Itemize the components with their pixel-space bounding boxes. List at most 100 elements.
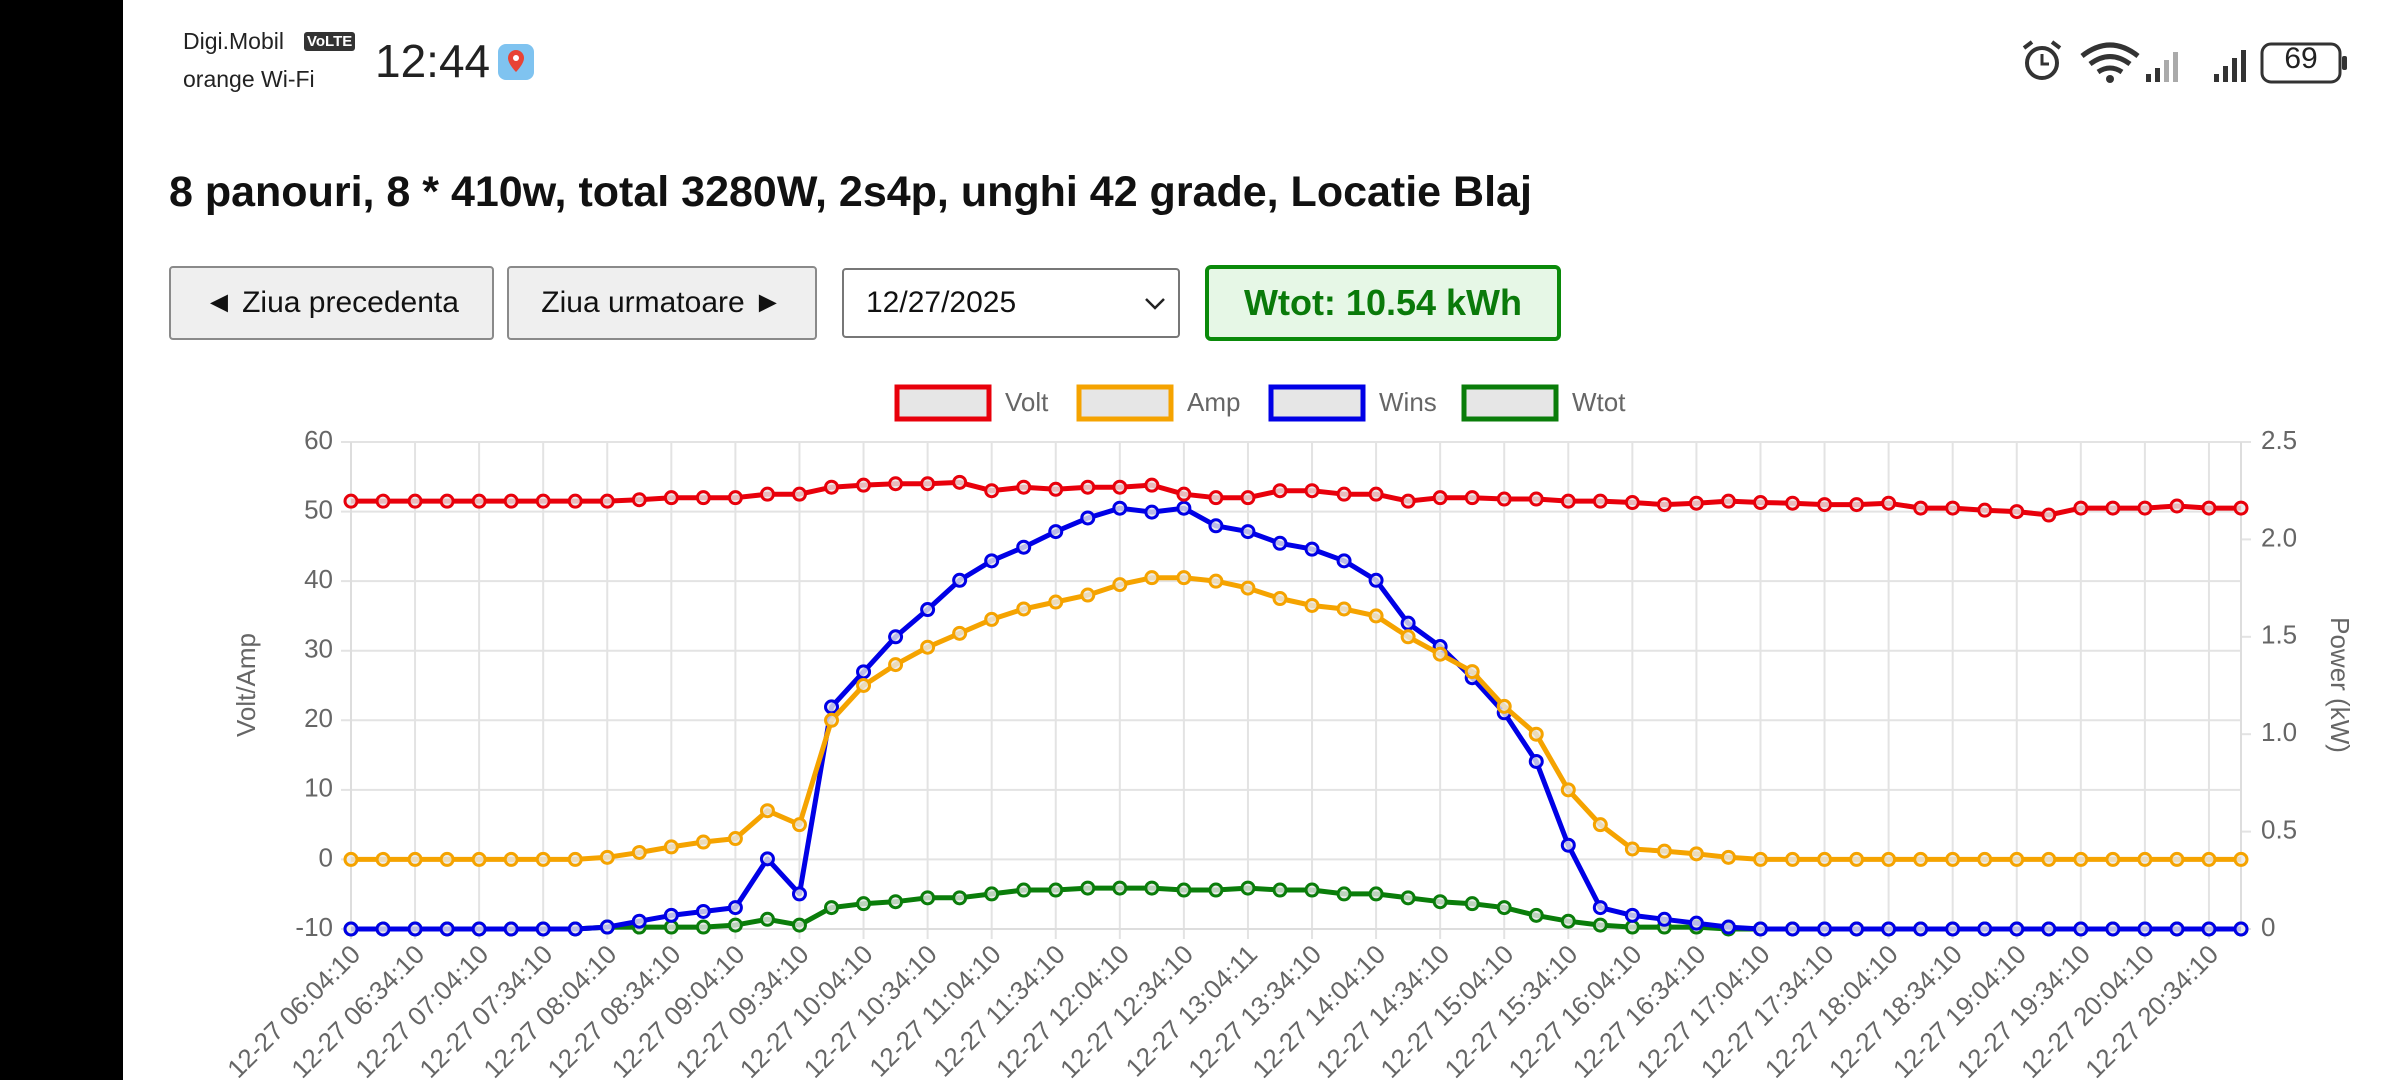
data-point <box>1112 880 1128 896</box>
data-point <box>695 490 711 506</box>
data-point <box>1528 907 1544 923</box>
data-point <box>1592 917 1608 933</box>
data-point <box>439 493 455 509</box>
data-point <box>1464 490 1480 506</box>
data-point <box>824 712 840 728</box>
series-line <box>351 575 2241 862</box>
data-point <box>2073 851 2089 867</box>
data-point <box>1144 477 1160 493</box>
y-tick-label: 60 <box>304 425 333 455</box>
data-point <box>343 493 359 509</box>
data-point <box>1688 846 1704 862</box>
data-point <box>856 678 872 693</box>
data-point <box>1016 882 1032 898</box>
data-point <box>1560 913 1576 929</box>
data-point <box>2169 851 2185 867</box>
data-point <box>1945 851 1961 867</box>
data-point <box>984 553 1000 569</box>
data-point <box>1400 629 1416 645</box>
data-point <box>1528 753 1544 769</box>
data-point <box>2009 851 2025 867</box>
next-day-button[interactable]: Ziua urmatoare ► <box>507 266 817 340</box>
data-point <box>824 699 840 715</box>
data-point <box>1624 907 1640 923</box>
data-point <box>1080 510 1096 526</box>
data-point <box>599 919 615 935</box>
data-point <box>535 493 551 509</box>
data-point <box>1336 601 1352 617</box>
data-point <box>888 894 904 910</box>
data-point <box>759 803 775 819</box>
data-point <box>1176 882 1192 898</box>
data-point <box>2169 921 2185 937</box>
data-point <box>1656 911 1672 927</box>
data-point <box>1592 493 1608 509</box>
data-point <box>1240 524 1256 540</box>
data-point <box>1528 491 1544 507</box>
data-point <box>1304 882 1320 898</box>
data-point <box>952 474 968 490</box>
data-point <box>727 831 743 847</box>
data-point <box>1977 921 1993 937</box>
date-select[interactable]: 12/27/2025 <box>842 268 1180 338</box>
page-title: 8 panouri, 8 * 410w, total 3280W, 2s4p, … <box>169 168 1532 216</box>
data-point <box>1400 615 1416 631</box>
data-point <box>407 493 423 509</box>
y-axis-title: Volt/Amp <box>231 633 261 737</box>
data-point <box>1560 837 1576 853</box>
data-point <box>1752 851 1768 867</box>
data-point <box>1208 573 1224 589</box>
data-point <box>2233 921 2249 937</box>
data-point <box>920 602 936 618</box>
data-point <box>1977 502 1993 518</box>
data-point <box>856 477 872 493</box>
data-point <box>952 890 968 906</box>
data-point <box>1336 553 1352 569</box>
data-point <box>2137 851 2153 867</box>
data-point <box>1945 500 1961 516</box>
data-point <box>791 817 807 833</box>
data-point <box>1785 921 1801 937</box>
y-tick-label: 30 <box>304 634 333 664</box>
data-point <box>2073 921 2089 937</box>
data-point <box>1817 497 1833 513</box>
data-point <box>407 851 423 867</box>
data-point <box>1817 921 1833 937</box>
data-point <box>1464 664 1480 680</box>
data-point <box>1592 900 1608 916</box>
data-point <box>1752 921 1768 937</box>
carrier: orange Wi-Fi <box>183 66 315 92</box>
data-point <box>1176 500 1192 516</box>
data-point <box>1048 524 1064 540</box>
data-point <box>2201 921 2217 937</box>
data-point <box>2041 507 2057 523</box>
data-point <box>920 476 936 492</box>
legend-label: Wins <box>1379 387 1437 417</box>
data-point <box>1368 608 1384 624</box>
data-point <box>920 890 936 906</box>
data-point <box>567 921 583 937</box>
data-point <box>824 900 840 916</box>
clock: 12:44 <box>375 35 491 87</box>
data-point <box>1208 490 1224 506</box>
prev-day-button[interactable]: ◄ Ziua precedenta <box>169 266 494 340</box>
series-line <box>351 505 2241 932</box>
date-value: 12/27/2025 <box>866 286 1017 319</box>
y-tick-label: 40 <box>304 564 333 594</box>
data-point <box>1849 851 1865 867</box>
data-point <box>2041 851 2057 867</box>
data-point <box>1112 479 1128 495</box>
data-point <box>343 921 359 937</box>
data-point <box>888 629 904 645</box>
data-point <box>695 919 711 935</box>
data-point <box>888 657 904 673</box>
data-point <box>631 492 647 508</box>
data-point <box>471 921 487 937</box>
data-point <box>1304 483 1320 499</box>
carrier: Digi.Mobil <box>183 28 284 54</box>
data-point <box>1208 882 1224 898</box>
data-point <box>1048 594 1064 610</box>
data-point <box>471 493 487 509</box>
